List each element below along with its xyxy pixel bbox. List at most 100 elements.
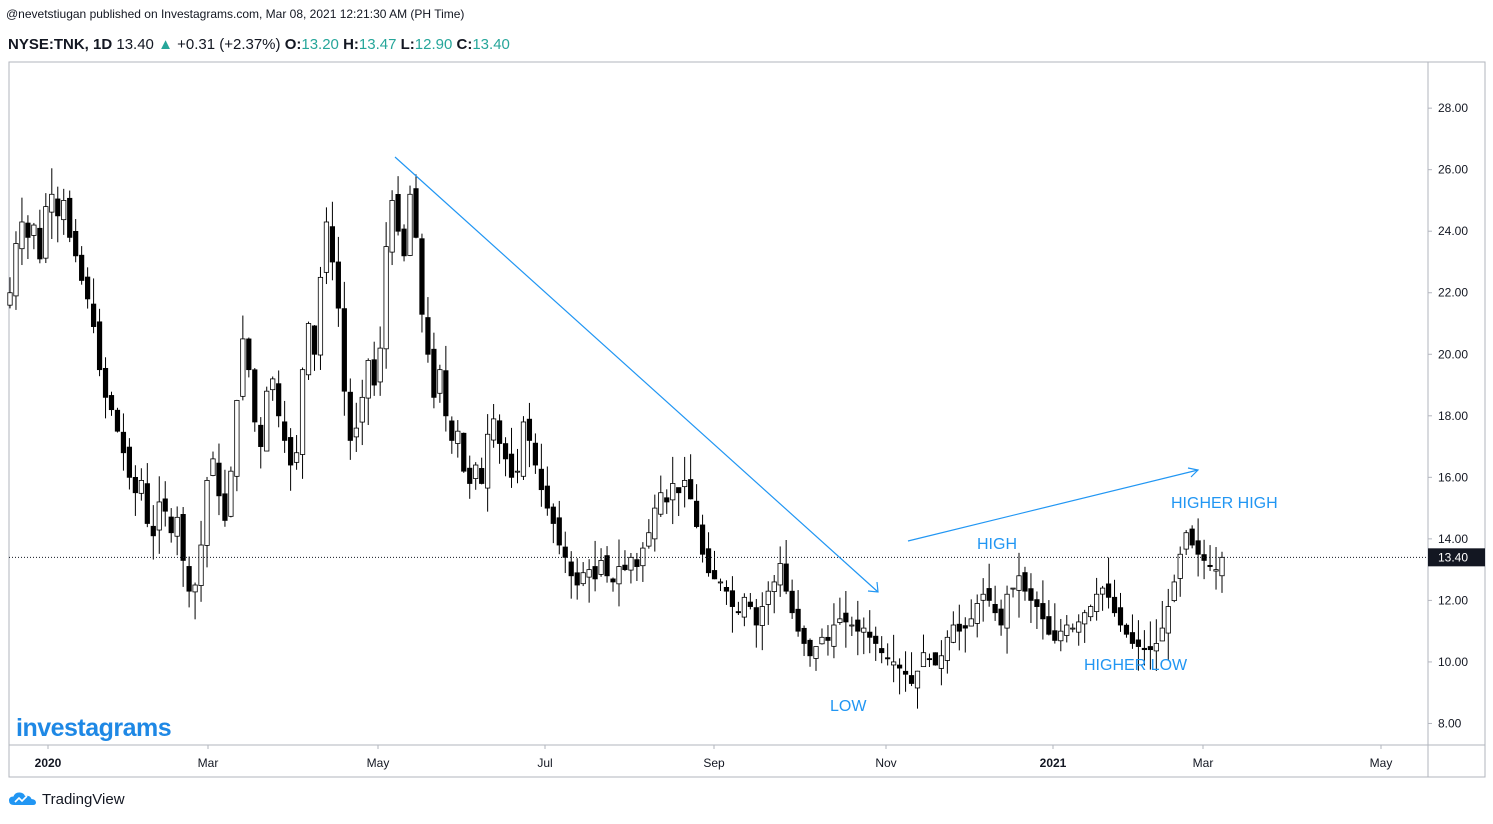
candle-body[interactable] [1201,554,1207,561]
time-axis[interactable]: 2020 Mar May Jul Sep Nov 2021 Mar May [35,745,1393,770]
candle-body[interactable] [1141,647,1147,651]
candle-body[interactable] [264,390,270,452]
candle-body[interactable] [873,635,879,644]
candle-body[interactable] [305,323,312,376]
candle-body[interactable] [371,359,377,386]
candle-body[interactable] [622,564,628,571]
candle-body[interactable] [825,636,831,641]
candle-body[interactable] [341,308,347,392]
candle-body[interactable] [914,670,921,689]
candle-body[interactable] [31,224,37,236]
candle-body[interactable] [688,479,694,500]
candle-body[interactable] [843,612,849,623]
candle-body[interactable] [891,661,897,666]
candle-body[interactable] [896,664,903,669]
candle-body[interactable] [819,636,825,645]
candle-body[interactable] [508,453,515,478]
candle-body[interactable] [216,462,222,497]
candle-body[interactable] [616,566,622,585]
candle-body[interactable] [705,548,712,574]
candle-body[interactable] [741,596,747,618]
candle-body[interactable] [1099,587,1106,595]
candle-body[interactable] [126,446,133,478]
candle-body[interactable] [849,624,855,627]
candle-body[interactable] [383,246,389,350]
candle-body[interactable] [1010,587,1016,590]
candle-body[interactable] [1135,639,1142,647]
candle-body[interactable] [431,348,437,398]
candle-body[interactable] [25,222,31,238]
candle-body[interactable] [544,485,550,509]
candle-body[interactable] [90,303,97,327]
candle-body[interactable] [401,228,407,257]
candle-body[interactable] [998,608,1004,626]
tradingview-logo[interactable]: TradingView [8,790,125,808]
candle-body[interactable] [920,652,927,668]
candle-body[interactable] [986,588,992,601]
candle-body[interactable] [437,369,443,394]
candle-body[interactable] [419,238,425,315]
candle-body[interactable] [1022,572,1028,592]
candle-body[interactable] [777,563,783,586]
candle-body[interactable] [807,639,813,657]
candle-body[interactable] [520,421,527,477]
candle-body[interactable] [1082,612,1088,625]
uptrend-arrow[interactable] [907,469,1199,542]
candle-body[interactable] [926,658,933,661]
candle-body[interactable] [1123,624,1130,635]
candle-body[interactable] [658,492,664,515]
candle-body[interactable] [413,188,419,238]
candle-body[interactable] [79,254,85,281]
candle-body[interactable] [329,226,336,263]
candle-body[interactable] [885,657,891,660]
candle-body[interactable] [1159,627,1165,642]
candle-body[interactable] [1016,575,1022,591]
candle-body[interactable] [1189,528,1195,546]
candle-body[interactable] [938,655,944,669]
candle-body[interactable] [801,627,807,644]
candle-body[interactable] [729,590,736,607]
candle-body[interactable] [532,442,538,466]
candle-body[interactable] [682,480,688,488]
candle-body[interactable] [855,619,861,632]
candle-body[interactable] [1076,621,1082,633]
candle-body[interactable] [1111,596,1118,614]
candle-body[interactable] [37,227,43,260]
candle-body[interactable] [299,369,306,455]
candle-body[interactable] [168,516,174,534]
candle-body[interactable] [538,468,544,491]
candle-body[interactable] [771,581,777,593]
candle-body[interactable] [1207,564,1213,567]
candle-body[interactable] [449,420,455,441]
candle-body[interactable] [735,611,741,614]
candle-body[interactable] [556,517,562,546]
candle-body[interactable] [580,572,586,585]
candle-body[interactable] [753,607,759,626]
candle-body[interactable] [759,606,765,626]
candle-body[interactable] [992,603,998,614]
candle-body[interactable] [831,624,837,647]
candle-body[interactable] [204,480,210,546]
candle-body[interactable] [491,418,497,441]
candle-body[interactable] [670,483,676,501]
candle-body[interactable] [359,396,365,423]
candle-body[interactable] [711,570,718,580]
candle-body[interactable] [353,427,359,438]
candle-body[interactable] [347,391,353,441]
price-axis[interactable]: 8.00 10.00 12.00 14.00 16.00 18.00 20.00 22.00 2… [1428,101,1468,730]
candle-body[interactable] [1129,632,1136,644]
candle-body[interactable] [1219,556,1225,577]
candle-body[interactable] [389,200,395,253]
candle-body[interactable] [550,506,556,524]
candle-body[interactable] [747,601,753,607]
candle-body[interactable] [664,497,670,503]
candle-body[interactable] [1213,569,1219,572]
candle-body[interactable] [598,560,604,575]
candle-body[interactable] [144,483,150,524]
candle-body[interactable] [514,470,521,473]
candle-body[interactable] [1088,606,1094,618]
candle-body[interactable] [174,516,180,537]
candle-body[interactable] [7,292,13,306]
candle-body[interactable] [162,498,168,512]
candle-body[interactable] [467,467,473,484]
